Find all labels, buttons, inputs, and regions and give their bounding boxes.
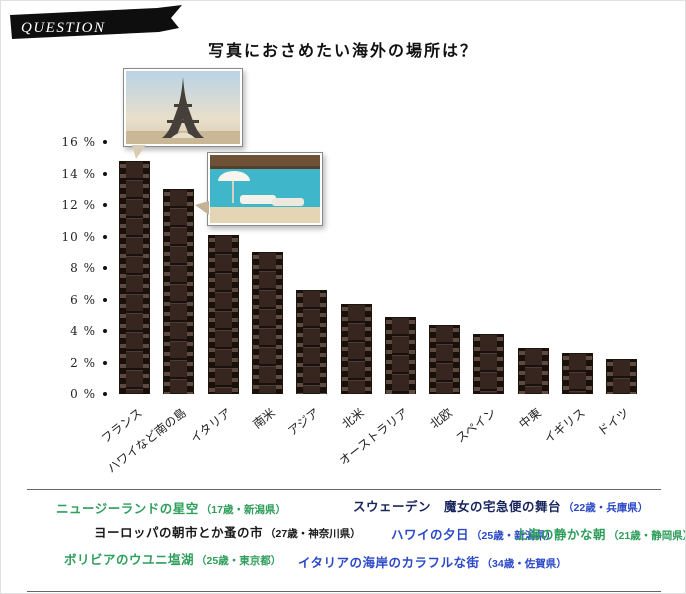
y-tick: 2 % [39, 356, 107, 370]
y-tick-dot [103, 266, 107, 270]
question-banner-label: QUESTION [21, 20, 106, 36]
y-tick: 16 % [39, 135, 107, 149]
bar-アジア [296, 290, 327, 394]
comment-text: 上海の静かな朝 [515, 528, 607, 542]
comment-meta: （27歳・神奈川県） [265, 528, 361, 540]
bar-イタリア [208, 235, 239, 394]
comment-5: 上海の静かな朝 （21歳・静岡県） [515, 524, 686, 544]
bar-北米 [341, 304, 372, 394]
bar-南米 [252, 252, 283, 394]
y-tick-dot [103, 360, 107, 365]
y-tick-dot [103, 140, 107, 144]
comment-1: ニュージーランドの星空 （17歳・新潟県） [56, 498, 286, 518]
comment-text: イタリアの海岸のカラフルな街 [298, 556, 480, 570]
bar-ドイツ [606, 359, 637, 394]
y-tick-label: 14 % [61, 166, 96, 181]
y-tick-label: 4 % [70, 324, 96, 338]
comment-meta: （25歳・東京都） [196, 555, 282, 567]
speech-tail [132, 145, 146, 159]
y-tick-dot [103, 297, 107, 302]
y-tick-label: 12 % [61, 198, 96, 212]
y-tick: 4 % [39, 324, 107, 338]
y-tick: 0 % [39, 387, 107, 401]
y-tick: 14 % [39, 167, 107, 181]
speech-tail [195, 201, 209, 215]
bar-ハワイなど南の島 [163, 189, 194, 394]
chart-title: 写真におさめたい海外の場所は？ [207, 41, 478, 60]
bar-オーストラリア [385, 317, 416, 394]
y-tick-label: 16 % [61, 135, 96, 149]
comment-meta: （21歳・静岡県） [608, 530, 686, 542]
comment-meta: （25歳・新潟県） [471, 530, 557, 542]
comment-meta: （17歳・新潟県） [200, 504, 286, 516]
comment-2: スウェーデン 魔女の宅急便の舞台 （22歳・兵庫県） [353, 496, 648, 516]
comment-meta: （34歳・佐賀県） [481, 558, 567, 570]
comment-text: スウェーデン 魔女の宅急便の舞台 [353, 500, 562, 514]
y-tick-label: 6 % [70, 292, 96, 307]
y-tick-dot [103, 171, 107, 176]
y-tick-dot [103, 329, 107, 333]
y-tick: 10 % [39, 230, 107, 244]
y-tick-label: 2 % [70, 355, 96, 370]
comment-4: ハワイの夕日 （25歳・新潟県） [391, 524, 556, 544]
comment-text: ヨーロッパの朝市とか蚤の市 [94, 526, 264, 540]
comments-section [27, 489, 661, 592]
comment-text: ハワイの夕日 [391, 528, 470, 542]
comment-6: ボリビアのウユニ塩湖 （25歳・東京都） [64, 549, 281, 569]
y-tick-dot [103, 203, 107, 207]
ribbon-shape [10, 5, 182, 39]
eiffel-tower-illustration [126, 71, 240, 144]
comment-meta: （22歳・兵庫県） [563, 502, 649, 514]
comment-text: ボリビアのウユニ塩湖 [64, 553, 195, 567]
y-tick-dot [103, 234, 107, 239]
eiffel-tower-photo [123, 68, 243, 159]
bar-イギリス [562, 353, 593, 394]
comment-3: ヨーロッパの朝市とか蚤の市 （27歳・神奈川県） [94, 522, 361, 542]
comment-7: イタリアの海岸のカラフルな街 （34歳・佐賀県） [298, 552, 567, 572]
y-tick: 12 % [39, 198, 107, 212]
bar-フランス [119, 161, 150, 394]
comment-text: ニュージーランドの星空 [56, 502, 199, 516]
bar-北欧 [429, 325, 460, 394]
beach-illustration [210, 155, 320, 223]
bar-中東 [518, 348, 549, 394]
y-tick-label: 0 % [70, 387, 96, 401]
y-tick: 6 % [39, 293, 107, 307]
y-tick-label: 10 % [61, 229, 96, 244]
y-tick-dot [103, 392, 107, 396]
bar-スペイン [473, 334, 504, 394]
beach-resort-photo [195, 152, 323, 226]
y-tick-label: 8 % [70, 261, 96, 275]
y-tick: 8 % [39, 261, 107, 275]
question-banner: QUESTION [10, 5, 182, 39]
